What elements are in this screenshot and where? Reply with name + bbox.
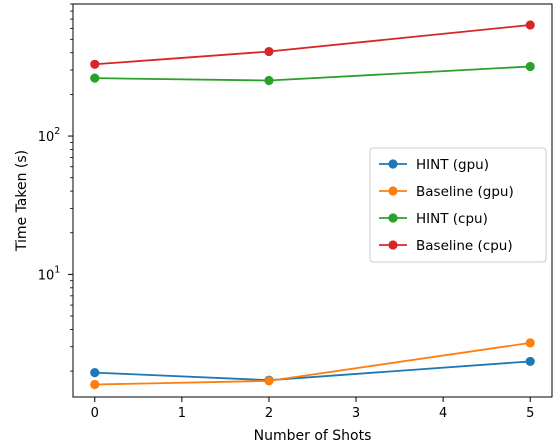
y-axis-label: Time Taken (s) [14,150,30,252]
data-point [90,379,100,390]
x-tick-label: 3 [352,406,360,421]
series-line [94,360,531,382]
legend-marker [388,240,398,250]
x-tick-label: 1 [178,406,186,421]
x-tick-label: 4 [439,406,447,421]
legend-entry-label: HINT (gpu) [416,157,489,173]
data-point [525,356,535,367]
legend-marker [388,159,398,169]
data-point [525,20,535,30]
x-tick-label: 2 [265,406,273,421]
series-line [94,24,531,66]
data-point [525,338,535,348]
legend-marker [388,213,398,223]
y-axis: 101 102 [38,3,73,372]
x-axis-label: Number of Shots [254,428,372,444]
plot-frame [72,3,553,398]
y-tick-label: 102 [38,126,61,145]
data-point [90,73,100,83]
x-axis: 0 1 2 3 4 5 [91,397,534,421]
legend-entry-label: Baseline (gpu) [416,184,514,200]
series-layer [90,20,535,390]
series-line [94,341,531,386]
data-point [90,59,100,69]
data-point [264,376,274,386]
data-point [525,61,535,72]
x-tick-label: 5 [526,406,534,421]
data-point [264,46,274,57]
data-point [90,368,100,378]
legend-entry-label: HINT (cpu) [416,211,488,227]
y-tick-label: 101 [38,264,61,283]
x-tick-label: 0 [91,406,99,421]
legend: HINT (gpu) Baseline (gpu) HINT (cpu) Baseli… [369,147,547,263]
legend-marker [388,186,398,196]
data-point [264,75,274,86]
legend-entry-label: Baseline (cpu) [416,238,513,254]
series-line [94,65,531,82]
legend-box [369,147,547,263]
